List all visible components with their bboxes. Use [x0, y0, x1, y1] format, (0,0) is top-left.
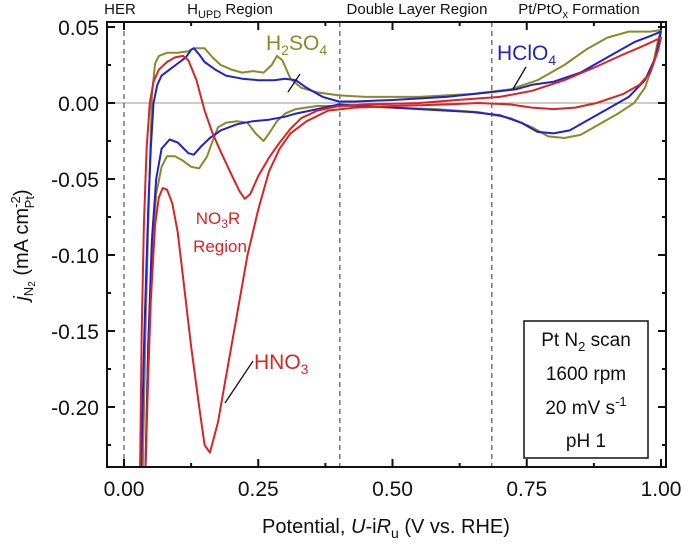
y-tick-label: -0.10 [51, 245, 99, 268]
y-tick-label: 0.05 [58, 17, 99, 40]
info-scan-rate: 20 mV s-1 [545, 394, 626, 419]
series-line-hno3 [139, 36, 662, 468]
y-tick-label: -0.05 [51, 169, 99, 192]
no3r-label-line2: Region [193, 237, 247, 256]
hclo4-label: HClO4 [497, 42, 556, 68]
plot-frame [106, 21, 667, 468]
x-tick-label: 0.75 [506, 478, 547, 501]
h2so4-leader-line [287, 73, 301, 93]
axis-tick-labels: 0.00 0.25 0.50 0.75 1.00 0.05 0.00 -0.05 -0.10 -0… [51, 17, 681, 501]
y-tick-label: -0.15 [51, 321, 99, 344]
axis-ticks [107, 22, 666, 467]
x-tick-label: 1.00 [641, 478, 682, 501]
h2so4-label: H2SO4 [266, 32, 327, 58]
region-label-double-layer: Double Layer Region [347, 1, 488, 18]
hno3-label: HNO3 [254, 351, 309, 377]
x-tick-label: 0.50 [372, 478, 413, 501]
x-tick-label: 0.25 [238, 478, 279, 501]
series-labels: H2SO4 HClO4 HNO3 NO3R Region [193, 32, 556, 404]
info-scan: Pt N2 scan [541, 330, 631, 354]
info-rpm: 1600 rpm [546, 364, 626, 385]
hno3-leader-line [224, 360, 254, 404]
region-label-her: HER [104, 1, 136, 18]
region-labels: HER HUPD Region Double Layer Region Pt/P… [104, 1, 640, 21]
series-group [139, 29, 662, 468]
info-box: Pt N2 scan 1600 rpm 20 mV s-1 pH 1 [523, 320, 649, 459]
hclo4-leader-line [512, 66, 527, 90]
no3r-label-line1: NO3R [196, 209, 240, 231]
x-tick-label: 0.00 [104, 478, 145, 501]
info-ph: pH 1 [566, 431, 606, 452]
series-line-hclo4 [140, 30, 662, 468]
region-label-ptox: Pt/PtOx Formation [518, 1, 639, 21]
y-axis-title: jN2 (mA cm-2Pt) [8, 189, 38, 303]
y-tick-label: -0.20 [51, 397, 99, 420]
x-axis-title: Potential, U-iRu (V vs. RHE) [262, 516, 510, 541]
y-tick-label: 0.00 [58, 93, 99, 116]
series-line-h2so4 [141, 29, 662, 468]
region-label-hupd: HUPD Region [187, 1, 273, 21]
